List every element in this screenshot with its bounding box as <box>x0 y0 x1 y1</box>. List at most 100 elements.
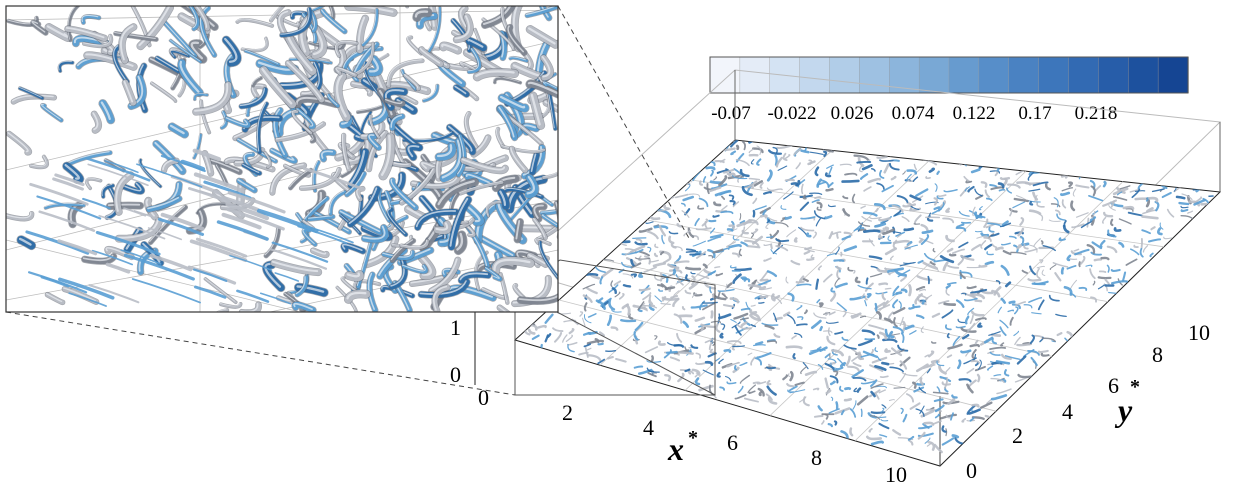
vortex-tube <box>595 299 606 310</box>
vortex-tube <box>823 150 828 158</box>
vortex-tube <box>870 148 880 153</box>
vortex-tube <box>942 217 955 224</box>
vortex-tube <box>1110 268 1121 272</box>
x-tick-label: 10 <box>885 462 907 487</box>
vortex-tube-highlight <box>390 257 405 287</box>
vortex-tube <box>668 235 675 245</box>
vortex-tube-highlight <box>507 25 524 53</box>
vortex-tube <box>101 184 115 199</box>
vortex-tube <box>334 40 358 58</box>
vortex-tube <box>875 207 879 213</box>
vortex-tube <box>830 146 841 151</box>
vortex-tube <box>828 311 836 316</box>
vortex-tube <box>947 264 960 269</box>
vortex-tube <box>891 204 904 213</box>
vortex-streak <box>222 196 260 211</box>
vortex-tube <box>1029 334 1035 345</box>
vortex-tube <box>757 279 772 287</box>
vortex-tube <box>552 327 564 333</box>
vortex-tube-highlight <box>407 145 420 158</box>
vortex-tube <box>658 225 667 237</box>
vortex-tube <box>804 248 815 253</box>
vortex-tube <box>656 284 664 288</box>
vortex-tube <box>747 384 757 394</box>
vortex-tube <box>356 237 374 289</box>
vortex-tube <box>751 235 764 245</box>
vortex-tube <box>889 255 894 261</box>
vortex-tube <box>806 257 815 261</box>
vortex-tube <box>938 300 950 305</box>
vortex-tube <box>999 326 1007 337</box>
vortex-tube <box>1029 200 1034 206</box>
vortex-tube <box>824 172 832 178</box>
vortex-tube <box>1091 241 1103 250</box>
vortex-tube <box>630 273 637 278</box>
vortex-tube <box>137 6 174 50</box>
vortex-tube <box>1023 304 1033 309</box>
vortex-tube-highlight <box>429 258 458 291</box>
vortex-tube <box>906 240 913 247</box>
vortex-tube <box>810 319 822 330</box>
vortex-tube <box>941 425 947 433</box>
vortex-tube <box>932 248 936 253</box>
vortex-tube <box>732 201 740 208</box>
vortex-tube <box>955 226 967 232</box>
vortex-tube <box>859 173 869 180</box>
y-tick-label: 4 <box>1062 399 1073 424</box>
vortex-streak <box>226 208 285 231</box>
vortex-tube-highlight <box>380 134 391 176</box>
vortex-tube <box>1118 218 1132 225</box>
vortex-tube <box>915 408 925 417</box>
vortex-tube <box>726 282 733 289</box>
vortex-tube <box>1052 262 1069 268</box>
vortex-tube <box>941 437 955 446</box>
vortex-tube <box>1004 355 1021 361</box>
vortex-tube <box>664 373 672 382</box>
vortex-tube <box>1100 256 1110 261</box>
vortex-tube <box>826 335 836 346</box>
vortex-tube <box>946 247 954 253</box>
vortex-tube <box>579 311 584 317</box>
vortex-tube-highlight <box>527 253 546 265</box>
vortex-tube <box>927 440 936 451</box>
vortex-tube <box>666 342 683 347</box>
vortex-tube <box>728 224 736 231</box>
vortex-tube <box>909 402 921 410</box>
vortex-tube <box>878 217 891 222</box>
vortex-tube <box>668 179 672 188</box>
vortex-tube <box>915 188 929 197</box>
vortex-tube <box>919 405 925 415</box>
vortex-tube <box>829 380 836 386</box>
vortex-tube <box>971 348 977 359</box>
vortex-tube <box>868 324 885 331</box>
vortex-tube <box>909 194 922 202</box>
vortex-tube <box>984 243 993 251</box>
vortex-tube <box>1033 334 1044 339</box>
vortex-tube <box>796 305 803 311</box>
inset-frame <box>5 5 559 313</box>
vortex-tube <box>685 250 699 253</box>
grid-line <box>646 219 1109 302</box>
vortex-tube <box>734 325 742 336</box>
vortex-tube-highlight <box>155 56 179 71</box>
vortex-tube <box>739 374 751 384</box>
vortex-tube <box>983 336 994 344</box>
vortex-tube <box>931 312 941 318</box>
vortex-tube <box>793 237 798 243</box>
vortex-streak <box>91 249 134 266</box>
vortex-tube <box>943 302 957 306</box>
vortex-tube <box>715 357 720 362</box>
vortex-tube <box>879 375 889 378</box>
x-tick-label: 6 <box>727 430 738 455</box>
vortex-tube <box>1056 332 1063 337</box>
vortex-tube <box>989 184 998 188</box>
vortex-tube <box>884 247 898 256</box>
vortex-tube <box>915 314 925 319</box>
vortex-tube <box>879 159 894 162</box>
vortex-tube <box>857 284 872 290</box>
vortex-tube <box>858 165 863 173</box>
vortex-tube <box>906 169 918 175</box>
vortex-tube <box>829 375 839 384</box>
vortex-tube <box>1159 222 1164 230</box>
vortex-tube <box>599 276 604 285</box>
